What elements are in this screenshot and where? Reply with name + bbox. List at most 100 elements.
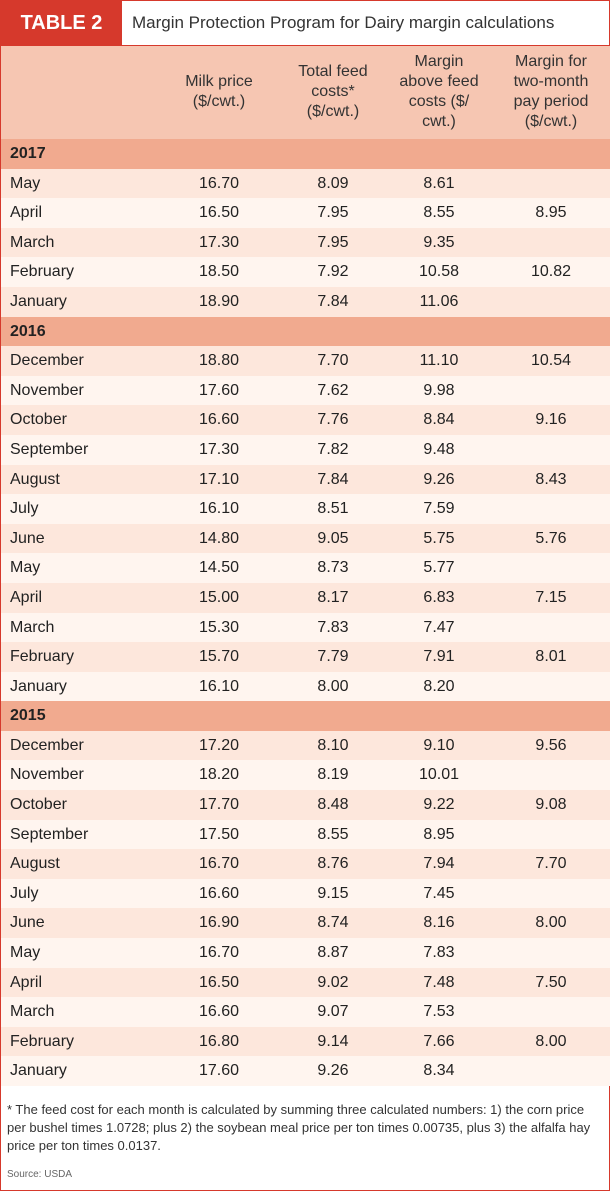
table-row: June 16.90 8.74 8.16 8.00 (1, 908, 610, 939)
milk-price-cell: 17.30 (198, 233, 240, 251)
milk-price-cell: 15.00 (198, 588, 240, 606)
table-row: July 16.60 9.15 7.45 (1, 878, 610, 909)
month-cell: September (10, 825, 89, 843)
table-row: January 18.90 7.84 11.06 (1, 286, 610, 317)
header-pay-period: Margin for two-month pay period ($/cwt.) (501, 52, 601, 132)
feed-cost-cell: 7.95 (317, 233, 349, 251)
feed-cost-cell: 9.14 (317, 1032, 349, 1050)
month-cell: October (10, 411, 67, 429)
margin-cell: 7.91 (423, 648, 455, 666)
year-row: 2016 (1, 316, 610, 347)
header-line: ($/cwt.) (192, 93, 246, 110)
milk-price-cell: 14.80 (198, 529, 240, 547)
header-line: Margin (414, 53, 464, 70)
milk-price-cell: 18.80 (198, 352, 240, 370)
margin-cell: 8.95 (423, 825, 455, 843)
milk-price-cell: 17.10 (198, 470, 240, 488)
table-title: Margin Protection Program for Dairy marg… (132, 13, 555, 32)
feed-cost-cell: 8.76 (317, 855, 349, 873)
table-body: 2017 May 16.70 8.09 8.61 April 16.50 7.95 8.55 8.… (1, 139, 610, 1086)
table-row: August 16.70 8.76 7.94 7.70 (1, 849, 610, 879)
pay-period-cell: 5.76 (535, 529, 567, 547)
pay-period-cell: 8.43 (535, 470, 567, 488)
feed-cost-cell: 8.51 (317, 500, 349, 518)
header-milk-price: Milk price ($/cwt.) (169, 72, 269, 112)
table-row: October 16.60 7.76 8.84 9.16 (1, 405, 610, 435)
feed-cost-cell: 9.05 (317, 529, 349, 547)
pay-period-cell: 9.16 (535, 411, 567, 429)
month-cell: December (10, 736, 84, 754)
pay-period-cell: 7.50 (535, 973, 567, 991)
year-label: 2017 (10, 145, 46, 162)
margin-cell: 8.84 (423, 411, 455, 429)
table-row: September 17.30 7.82 9.48 (1, 434, 610, 465)
milk-price-cell: 18.90 (198, 292, 240, 310)
margin-cell: 7.53 (423, 1003, 455, 1021)
year-label: 2015 (10, 707, 46, 725)
month-cell: October (10, 796, 67, 814)
milk-price-cell: 17.20 (198, 736, 240, 754)
table-row: November 17.60 7.62 9.98 (1, 375, 610, 406)
milk-price-cell: 16.70 (198, 855, 240, 873)
month-cell: March (10, 618, 55, 636)
milk-price-cell: 17.70 (198, 796, 240, 814)
table-row: July 16.10 8.51 7.59 (1, 494, 610, 524)
month-cell: April (10, 973, 43, 991)
table-row: June 14.80 9.05 5.75 5.76 (1, 523, 610, 554)
year-row: 2017 (1, 139, 610, 169)
header-line: above feed (399, 73, 479, 90)
table-tag: TABLE 2 (1, 1, 122, 45)
feed-cost-cell: 7.70 (317, 352, 349, 370)
feed-cost-cell: 8.74 (317, 914, 349, 932)
month-cell: November (10, 766, 84, 784)
table-row: February 18.50 7.92 10.58 10.82 (1, 257, 610, 287)
feed-cost-cell: 7.83 (317, 618, 349, 636)
month-cell: March (10, 1003, 55, 1021)
milk-price-cell: 16.80 (198, 1032, 240, 1050)
milk-price-cell: 15.30 (198, 618, 240, 636)
feed-cost-cell: 8.17 (317, 588, 349, 606)
month-cell: May (10, 174, 41, 192)
margin-cell: 9.22 (423, 796, 455, 814)
feed-cost-cell: 7.84 (317, 292, 349, 310)
header-line: costs* (311, 83, 355, 100)
table-row: May 16.70 8.87 7.83 (1, 938, 610, 968)
table-row: May 16.70 8.09 8.61 (1, 168, 610, 199)
feed-cost-cell: 8.87 (317, 944, 349, 962)
table-row: April 15.00 8.17 6.83 7.15 (1, 582, 610, 613)
milk-price-cell: 16.60 (198, 884, 240, 902)
milk-price-cell: 16.60 (198, 411, 240, 429)
month-cell: June (10, 914, 45, 932)
month-cell: April (10, 204, 43, 222)
pay-period-cell: 8.01 (535, 648, 567, 666)
milk-price-cell: 18.20 (198, 766, 240, 784)
table-header: Milk price ($/cwt.) Total feed costs* ($… (1, 46, 610, 139)
month-cell: May (10, 559, 41, 577)
year-row: 2015 (1, 701, 610, 731)
month-cell: February (10, 263, 75, 281)
table-row: August 17.10 7.84 9.26 8.43 (1, 464, 610, 495)
header-line: pay period (513, 93, 589, 110)
margin-cell: 5.75 (423, 529, 455, 547)
header-margin: Margin above feed costs ($/ cwt.) (389, 52, 489, 132)
feed-cost-cell: 7.84 (317, 470, 349, 488)
month-cell: February (10, 648, 75, 666)
header-line: cwt.) (422, 113, 456, 130)
title-bar: TABLE 2 Margin Protection Program for Da… (1, 1, 610, 46)
feed-cost-cell: 7.79 (317, 648, 349, 666)
margin-cell: 7.45 (423, 884, 455, 902)
year-label: 2016 (10, 322, 46, 340)
milk-price-cell: 17.50 (198, 825, 240, 843)
header-line: ($/cwt.) (524, 113, 578, 130)
pay-period-cell: 9.56 (535, 736, 567, 754)
margin-cell: 8.16 (423, 914, 455, 932)
table-row: February 15.70 7.79 7.91 8.01 (1, 642, 610, 672)
header-feed-costs: Total feed costs* ($/cwt.) (283, 62, 383, 122)
margin-cell: 9.26 (423, 470, 455, 488)
margin-cell: 8.61 (423, 174, 455, 192)
pay-period-cell: 10.82 (530, 263, 572, 281)
month-cell: May (10, 944, 41, 962)
feed-cost-cell: 8.00 (317, 677, 349, 695)
margin-cell: 9.35 (423, 233, 455, 251)
feed-cost-cell: 8.48 (317, 796, 349, 814)
